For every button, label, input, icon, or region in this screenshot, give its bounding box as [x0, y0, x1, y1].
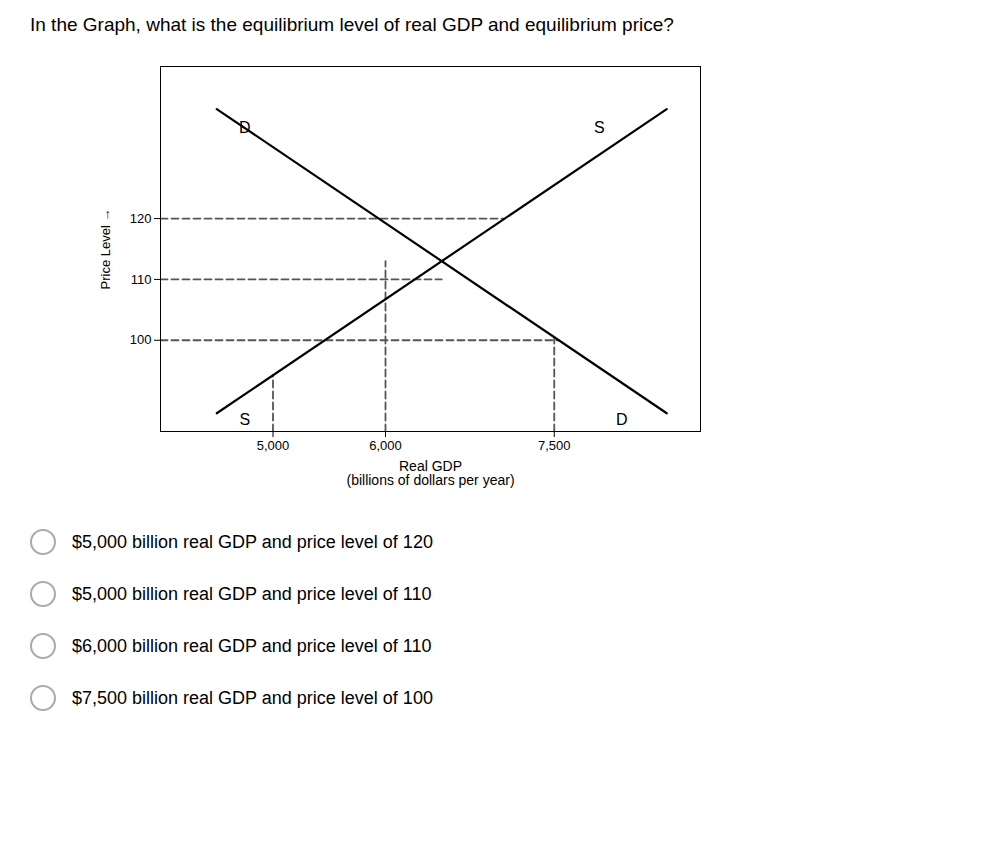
- html-text:$6,000 billion real GDP and pr: $6,000 billion real GDP and price level …: [72, 635, 432, 656]
- svg-text:D: D: [239, 119, 251, 136]
- svg-text:Price Level →: Price Level →: [98, 209, 113, 290]
- svg-text:5,000: 5,000: [257, 438, 290, 453]
- svg-text:D: D: [616, 411, 628, 428]
- svg-text:S: S: [240, 411, 251, 428]
- svg-text:7,500: 7,500: [538, 438, 571, 453]
- svg-text:110: 110: [131, 272, 152, 287]
- html-text:$7,500 billion real GDP and pr: $7,500 billion real GDP and price level …: [72, 687, 433, 708]
- html-text:$5,000 billion real GDP and pr: $5,000 billion real GDP and price level …: [72, 531, 433, 552]
- svg-text:120: 120: [130, 211, 152, 226]
- svg-text:100: 100: [130, 332, 152, 347]
- svg-text:S: S: [594, 119, 605, 136]
- html-text:$5,000 billion real GDP and pr: $5,000 billion real GDP and price level …: [72, 583, 432, 604]
- svg-text:Real GDP(billions of dollars p: Real GDP(billions of dollars per year): [346, 458, 514, 488]
- svg-text:6,000: 6,000: [369, 438, 402, 453]
- html-text:In the Graph, what is the equi: In the Graph, what is the equilibrium le…: [30, 14, 674, 35]
